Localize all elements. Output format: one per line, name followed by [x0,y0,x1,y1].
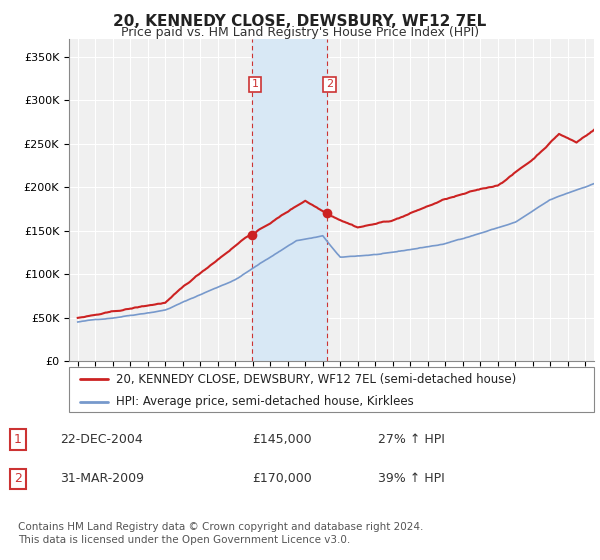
Text: 22-DEC-2004: 22-DEC-2004 [60,433,143,446]
Text: 20, KENNEDY CLOSE, DEWSBURY, WF12 7EL: 20, KENNEDY CLOSE, DEWSBURY, WF12 7EL [113,14,487,29]
Text: £145,000: £145,000 [252,433,311,446]
Text: HPI: Average price, semi-detached house, Kirklees: HPI: Average price, semi-detached house,… [116,395,414,408]
Text: 1: 1 [251,80,259,89]
Text: 2: 2 [14,472,22,486]
FancyBboxPatch shape [69,367,594,412]
Text: 39% ↑ HPI: 39% ↑ HPI [378,472,445,486]
Text: 27% ↑ HPI: 27% ↑ HPI [378,433,445,446]
Text: £170,000: £170,000 [252,472,312,486]
Text: 20, KENNEDY CLOSE, DEWSBURY, WF12 7EL (semi-detached house): 20, KENNEDY CLOSE, DEWSBURY, WF12 7EL (s… [116,373,517,386]
Text: 2: 2 [326,80,334,89]
Text: Price paid vs. HM Land Registry's House Price Index (HPI): Price paid vs. HM Land Registry's House … [121,26,479,39]
Text: 1: 1 [14,433,22,446]
Bar [252,39,327,361]
Text: 31-MAR-2009: 31-MAR-2009 [60,472,144,486]
Text: Contains HM Land Registry data © Crown copyright and database right 2024.
This d: Contains HM Land Registry data © Crown c… [18,522,424,545]
